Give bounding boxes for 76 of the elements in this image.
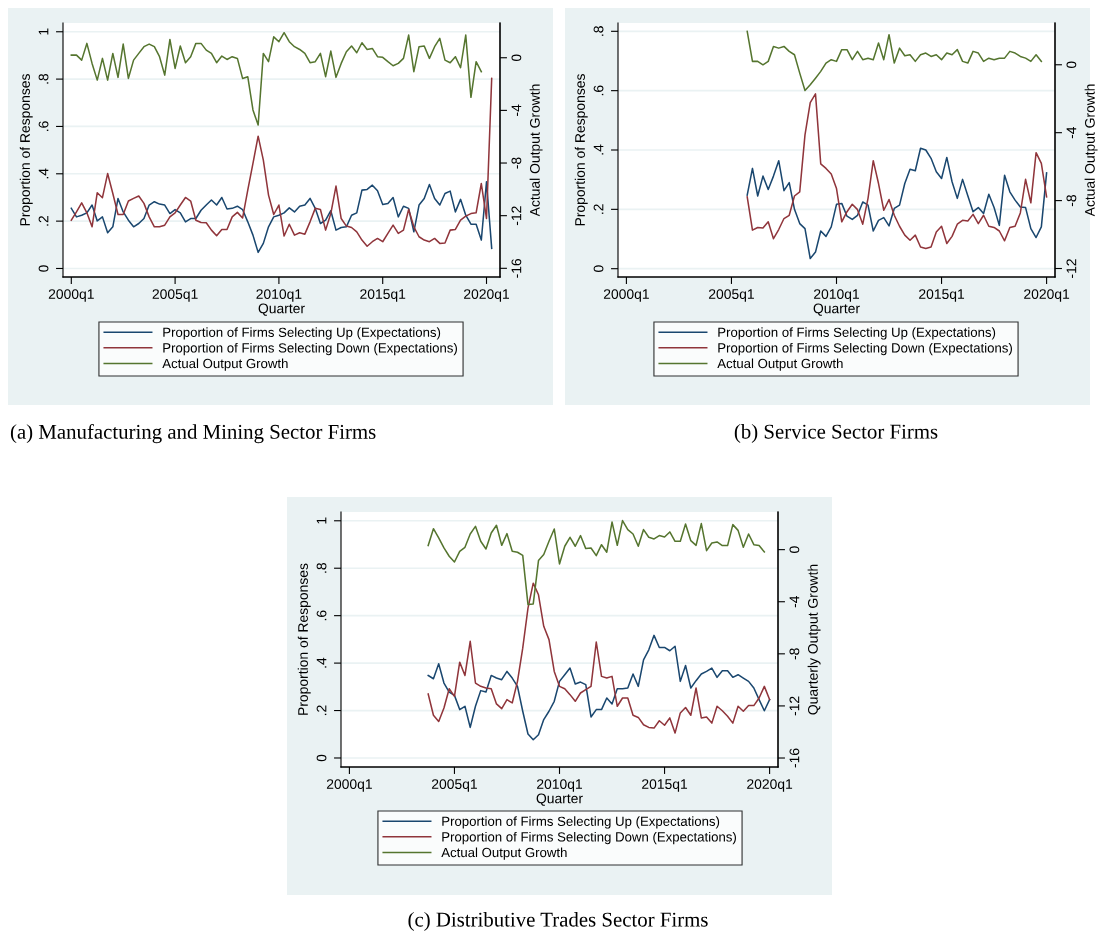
y-tick-label: 1 (38, 28, 49, 35)
y-tick-label: .4 (593, 144, 604, 155)
line-series (427, 519, 766, 606)
line-series (746, 147, 1048, 260)
x-tick-label: 2005q1 (431, 779, 477, 792)
y-tick-label: .2 (38, 216, 49, 226)
y2-tick-label: -12 (1066, 259, 1077, 278)
legend-label: Proportion of Firms Selecting Up (Expectations) (163, 327, 441, 340)
y2-tick-label: -4 (789, 595, 800, 608)
y-tick-label: .6 (38, 121, 49, 131)
y-tick-label: .6 (316, 610, 327, 621)
x-tick-label: 2020q1 (747, 779, 793, 792)
legend-label: Proportion of Firms Selecting Up (Expectations) (718, 327, 996, 340)
y-tick-label: .8 (316, 563, 327, 573)
y-tick-label: .8 (593, 26, 604, 36)
x-axis-title: Quarter (536, 793, 583, 806)
x-tick-label: 2020q1 (1024, 289, 1070, 302)
x-tick-label: 2015q1 (642, 779, 688, 792)
y2-tick-label: -12 (511, 206, 522, 226)
line-series (70, 31, 483, 126)
legend-label: Proportion of Firms Selecting Down (Expectations) (718, 342, 1012, 356)
y2-tick-label: -8 (1066, 195, 1077, 207)
text: (c) Distributive Trades Sector Firms (408, 912, 708, 931)
legend-label: Actual Output Growth (441, 847, 567, 860)
line-series (746, 30, 1043, 92)
y-tick-label: 0 (593, 265, 604, 273)
y-tick-label: 1 (316, 517, 327, 524)
text: (a) Manufacturing and Mining Sector Firms (10, 424, 376, 444)
y-tick-label: .4 (316, 657, 327, 668)
x-tick-label: 2020q1 (464, 289, 509, 302)
y-tick-label: .8 (38, 73, 49, 84)
y2-tick-label: -8 (511, 157, 522, 169)
y-tick-label: 0 (316, 754, 327, 762)
y2-axis-title: Quarterly Output Growth (807, 564, 821, 715)
line-series (746, 93, 1048, 250)
y2-tick-label: -16 (511, 258, 522, 278)
x-axis-title: Quarter (258, 303, 305, 316)
y2-tick-label: -12 (789, 696, 800, 716)
y2-axis-title: Actual Output Growth (1084, 84, 1098, 217)
y-tick-label: .2 (593, 204, 604, 214)
y2-tick-label: -4 (511, 104, 522, 116)
y2-tick-label: -8 (789, 648, 800, 660)
x-axis-title: Quarter (813, 303, 860, 316)
x-tick-label: 2015q1 (360, 289, 406, 302)
x-tick-label: 2010q1 (256, 289, 302, 302)
legend-label: Proportion of Firms Selecting Down (Expectations) (442, 831, 736, 845)
y2-tick-label: 0 (789, 546, 800, 553)
line-series (70, 77, 493, 247)
line-series (70, 181, 493, 254)
y2-tick-label: 0 (1066, 61, 1077, 69)
text: (b) Service Sector Firms (734, 424, 938, 443)
x-tick-label: 2005q1 (708, 289, 754, 302)
y-axis-title: Proportion of Responses (297, 563, 311, 715)
x-tick-label: 2010q1 (537, 779, 582, 792)
y2-axis-title: Actual Output Growth (529, 84, 543, 217)
y2-tick-label: 0 (511, 54, 522, 62)
x-tick-label: 2000q1 (326, 779, 372, 792)
y-tick-label: .6 (593, 85, 604, 96)
x-tick-label: 2015q1 (919, 289, 965, 302)
y-axis-title: Proportion of Responses (19, 74, 33, 226)
y-tick-label: 0 (38, 265, 49, 272)
line-series (427, 582, 771, 734)
legend-label: Actual Output Growth (162, 358, 288, 371)
y-tick-label: .4 (38, 168, 49, 179)
x-tick-label: 2000q1 (48, 289, 94, 302)
y2-tick-label: -16 (789, 748, 800, 768)
x-tick-label: 2005q1 (152, 289, 198, 302)
y-tick-label: .2 (316, 705, 327, 716)
legend-label: Proportion of Firms Selecting Down (Expectations) (163, 342, 457, 356)
legend-label: Proportion of Firms Selecting Up (Expectations) (442, 816, 720, 829)
x-tick-label: 2000q1 (603, 289, 649, 302)
x-tick-label: 2010q1 (814, 289, 859, 302)
legend-label: Actual Output Growth (717, 358, 843, 371)
y2-tick-label: -4 (1066, 126, 1077, 139)
y-axis-title: Proportion of Responses (574, 74, 588, 226)
line-series (427, 634, 771, 741)
